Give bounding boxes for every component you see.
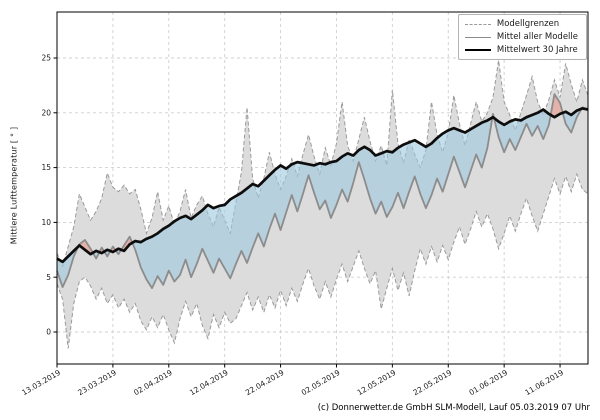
y-tick-label: 25	[41, 54, 51, 63]
y-tick-label: 20	[41, 108, 51, 117]
x-tick-label: 02.05.2019	[300, 368, 342, 397]
black-line-icon	[464, 49, 491, 51]
y-tick-label: 10	[41, 218, 51, 227]
model-mean-line	[56, 93, 589, 290]
x-tick-label: 22.04.2019	[244, 368, 286, 397]
x-tick-label: 01.06.2019	[467, 368, 509, 397]
y-tick-label: 5	[46, 273, 51, 282]
legend-item-modellgrenzen: Modellgrenzen	[464, 19, 578, 29]
climate-mean-30y-line	[56, 107, 589, 264]
legend-item-mittelwert-30-jahre: Mittelwert 30 Jahre	[464, 45, 578, 55]
y-tick-label: 0	[46, 328, 51, 337]
copyright-caption: (c) Donnerwetter.de GmbH SLM-Modell, Lau…	[317, 403, 590, 413]
x-tick-label: 12.05.2019	[356, 368, 398, 397]
legend-label-mittelwert-30-jahre: Mittelwert 30 Jahre	[496, 45, 578, 55]
x-tick-label: 02.04.2019	[132, 368, 174, 397]
x-tick-label: 12.04.2019	[188, 368, 230, 397]
legend: Modellgrenzen Mittel aller Modelle Mitte…	[457, 14, 587, 60]
plot-border	[56, 11, 589, 365]
x-tick-label: 11.06.2019	[523, 368, 565, 397]
legend-label-mittel-aller-modelle: Mittel aller Modelle	[496, 32, 578, 42]
cooler-than-normal-area	[57, 108, 582, 289]
legend-label-modellgrenzen: Modellgrenzen	[496, 19, 560, 29]
lower-bound-line	[56, 172, 589, 349]
upper-bound-line	[56, 60, 589, 268]
x-tick-label: 22.05.2019	[412, 368, 454, 397]
gray-line-icon	[464, 36, 491, 38]
legend-item-mittel-aller-modelle: Mittel aller Modelle	[464, 32, 578, 42]
y-tick-label: 15	[41, 163, 51, 172]
x-tick-label: 23.03.2019	[76, 368, 118, 397]
x-tick-label: 13.03.2019	[20, 368, 62, 397]
dashed-line-icon	[464, 23, 491, 25]
y-axis-label: Mittlere Lufttemperatur [ ° ]	[9, 126, 19, 245]
